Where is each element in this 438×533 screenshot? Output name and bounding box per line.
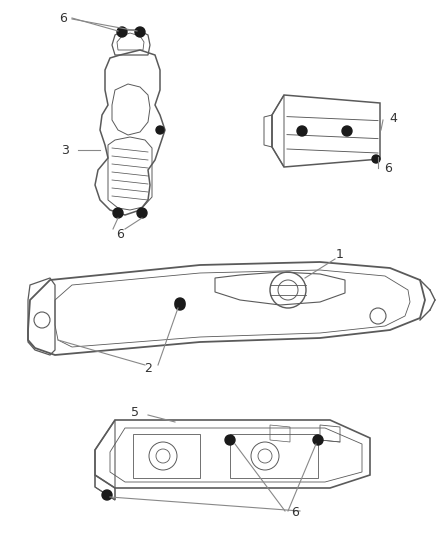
Circle shape <box>225 435 235 445</box>
Circle shape <box>137 208 147 218</box>
Text: 6: 6 <box>116 229 124 241</box>
Circle shape <box>102 490 112 500</box>
Text: 6: 6 <box>59 12 67 25</box>
Text: 1: 1 <box>336 248 344 262</box>
Circle shape <box>342 126 352 136</box>
Text: 4: 4 <box>389 111 397 125</box>
Circle shape <box>175 300 185 310</box>
Text: 6: 6 <box>384 161 392 174</box>
Circle shape <box>372 155 380 163</box>
Circle shape <box>297 126 307 136</box>
Circle shape <box>113 208 123 218</box>
Text: 5: 5 <box>131 407 139 419</box>
Circle shape <box>313 435 323 445</box>
Circle shape <box>175 298 185 308</box>
Circle shape <box>135 27 145 37</box>
Text: 2: 2 <box>144 361 152 375</box>
Circle shape <box>117 27 127 37</box>
Text: 6: 6 <box>291 506 299 520</box>
Text: 3: 3 <box>61 143 69 157</box>
Circle shape <box>156 126 164 134</box>
